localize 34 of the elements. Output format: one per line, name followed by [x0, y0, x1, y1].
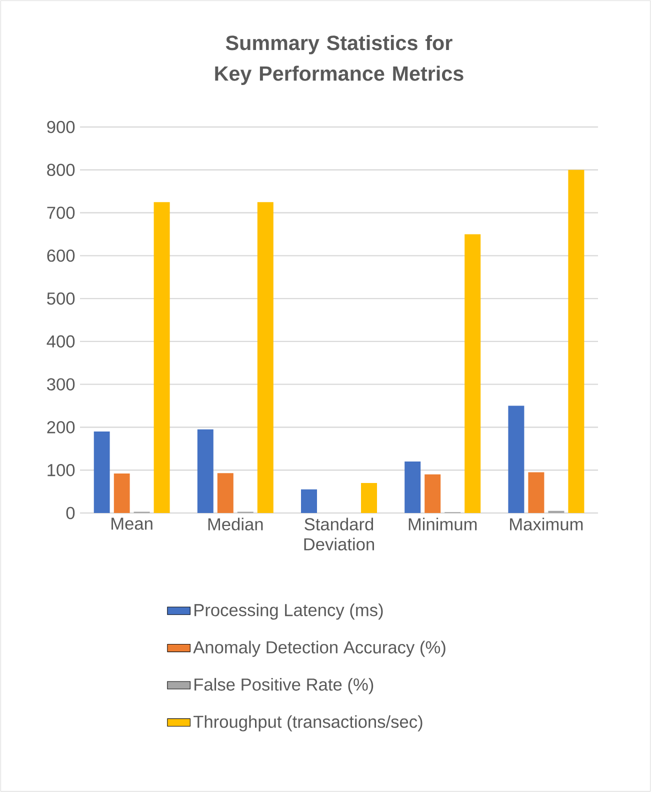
y-tick-label: 800	[47, 164, 75, 176]
y-tick-label: 600	[47, 250, 75, 262]
legend-label: Throughput (transactions/sec)	[194, 715, 422, 732]
bar	[528, 472, 544, 513]
y-tick-label: 700	[47, 206, 75, 219]
legend-label: Processing Latency (ms)	[194, 604, 383, 620]
x-tick-label: Minimum	[408, 518, 477, 530]
y-tick-label: 200	[47, 421, 75, 434]
bar	[508, 406, 524, 513]
bar	[154, 202, 170, 513]
bar	[300, 489, 317, 513]
bar	[257, 202, 274, 513]
bar	[404, 462, 421, 513]
bar	[424, 474, 441, 513]
x-tick-label: Median	[208, 518, 263, 530]
legend-label: Anomaly Detection Accuracy (%)	[193, 640, 446, 657]
y-tick-label: 900	[47, 120, 75, 134]
bar	[360, 482, 377, 513]
x-tick-label: Standard Deviation	[304, 518, 374, 550]
y-tick-label: 300	[47, 378, 75, 390]
y-tick-label: 0	[66, 506, 75, 520]
bar	[94, 432, 110, 513]
bar	[197, 429, 214, 513]
x-tick-label: Maximum	[510, 518, 583, 530]
chart-title: Summary Statistics for Key Performance Metrics	[215, 35, 464, 85]
bar	[464, 234, 481, 513]
legend-label: False Positive Rate (%)	[194, 678, 374, 694]
bar	[217, 473, 234, 513]
x-tick-label: Mean	[112, 518, 152, 530]
bar	[114, 474, 130, 513]
bar	[568, 170, 584, 513]
y-tick-label: 100	[48, 464, 75, 476]
y-tick-label: 500	[47, 292, 75, 305]
y-tick-label: 400	[46, 335, 75, 348]
